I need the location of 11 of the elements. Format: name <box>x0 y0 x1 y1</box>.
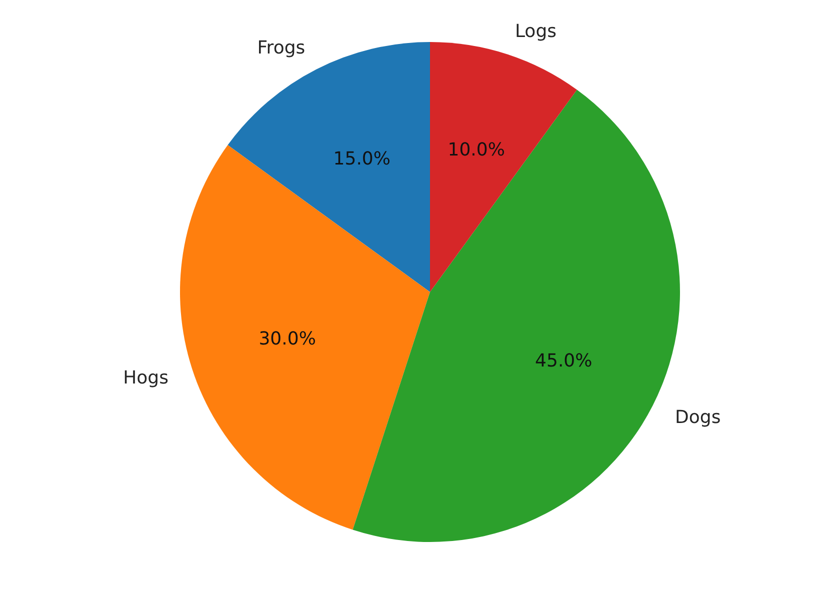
pie-slice <box>180 145 430 530</box>
slice-label: Hogs <box>123 367 168 388</box>
pie-slice <box>228 42 430 292</box>
pie-slice <box>430 42 577 292</box>
data-label: 15.0% <box>333 148 390 170</box>
data-label: 10.0% <box>448 140 505 161</box>
data-label: 45.0% <box>535 350 592 372</box>
slice-label: Dogs <box>675 407 721 428</box>
slice-label: Frogs <box>257 37 306 58</box>
data-label: 30.0% <box>258 328 316 350</box>
slice-label: Logs <box>514 20 557 42</box>
